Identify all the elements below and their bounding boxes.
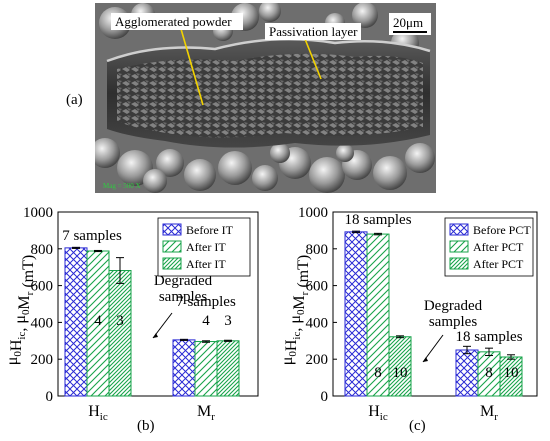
label-passivation-layer: Passivation layer <box>269 24 358 39</box>
degraded-label: Degraded <box>154 273 213 289</box>
label-agglomerated-powder: Agglomerated powder <box>115 14 232 29</box>
degraded-label: Degraded <box>424 298 483 314</box>
legend-entry: Before PCT <box>473 223 531 237</box>
legend-entry: After PCT <box>473 240 524 254</box>
sem-grain <box>95 138 120 168</box>
chart-c: 0 200 400 600 800 1000 μ0Hic, μ0Mr (mT) 8 10 Hic 8… <box>279 205 538 423</box>
bar <box>108 270 132 397</box>
y-tick-label: 200 <box>31 352 54 368</box>
bar <box>216 340 240 397</box>
legend-entry: After IT <box>186 240 226 254</box>
y-tick-label: 800 <box>306 242 329 258</box>
degraded-label: samples <box>159 289 207 305</box>
x-tick-label: Hic <box>368 403 388 423</box>
x-tick-label: Mr <box>197 403 215 423</box>
panel-label-c: (c) <box>409 418 426 434</box>
sample-count-label: 10 <box>504 365 519 381</box>
degraded-arrowhead <box>423 357 428 362</box>
y-tick-label: 1000 <box>23 205 53 221</box>
y-axis-label: μ0Hic, μ0Mr (mT) <box>279 255 312 365</box>
sem-grain <box>270 143 290 163</box>
sample-count-label: 8 <box>485 365 493 381</box>
degraded-arrow <box>422 334 444 363</box>
y-tick-label: 400 <box>306 315 329 331</box>
panel-label-a: (a) <box>66 92 83 108</box>
legend-entry: After IT <box>186 257 226 271</box>
y-tick-label: 600 <box>306 279 329 295</box>
legend-entry: Before IT <box>186 223 234 237</box>
sem-grain <box>336 144 354 162</box>
sample-count-label: 10 <box>393 365 408 381</box>
bar <box>455 349 479 397</box>
legend-entry: After PCT <box>473 257 524 271</box>
sem-grain <box>309 157 345 193</box>
y-tick-label: 800 <box>31 242 54 258</box>
sem-grain <box>156 149 184 177</box>
panel-label-b: (b) <box>137 418 155 434</box>
sample-count-label: 8 <box>374 365 382 381</box>
bar <box>64 247 88 397</box>
y-tick-label: 0 <box>321 389 329 405</box>
sem-grain <box>373 156 407 190</box>
legend-swatch <box>449 223 469 236</box>
sem-micrograph: Agglomerated powder Passivation layer 20… <box>95 3 436 193</box>
plot-frame <box>57 211 259 397</box>
group-label-hic: 18 samples <box>344 212 411 228</box>
y-tick-label: 1000 <box>298 205 328 221</box>
sample-count-label: 4 <box>94 313 102 329</box>
group-label-mr: 7 samples <box>176 294 236 310</box>
degraded-arrowhead <box>153 333 158 338</box>
legend-swatch <box>449 240 469 253</box>
scale-bar-label: 20μm <box>393 15 423 30</box>
sem-grain <box>405 143 435 173</box>
sem-grain <box>259 3 281 22</box>
sample-count-label: 3 <box>224 313 232 329</box>
legend-swatch <box>449 257 469 270</box>
group-label-hic: 7 samples <box>62 228 122 244</box>
sem-grain <box>218 151 252 185</box>
x-tick-label: Hic <box>88 403 108 423</box>
group-label-mr: 18 samples <box>455 329 522 345</box>
y-tick-label: 400 <box>31 315 54 331</box>
y-axis-label: μ0Hic, μ0Mr (mT) <box>4 255 37 365</box>
x-tick-label: Mr <box>480 403 498 423</box>
sem-grain <box>252 165 278 191</box>
sem-grain <box>184 159 216 191</box>
sample-count-label: 4 <box>202 313 210 329</box>
sem-grain <box>143 169 167 193</box>
plot-frame <box>332 211 538 397</box>
legend-swatch <box>162 240 182 253</box>
y-tick-label: 200 <box>306 352 329 368</box>
legend-swatch <box>162 257 182 270</box>
y-tick-label: 0 <box>46 389 54 405</box>
sample-count-label: 3 <box>116 313 124 329</box>
sem-grain <box>352 3 378 28</box>
bar <box>344 231 368 397</box>
y-tick-label: 600 <box>31 279 54 295</box>
degraded-label: samples <box>429 314 477 330</box>
legend-swatch <box>162 223 182 236</box>
bar <box>194 341 218 397</box>
sem-footer-text: Mag = 500 X <box>103 182 141 190</box>
bar <box>172 339 196 397</box>
